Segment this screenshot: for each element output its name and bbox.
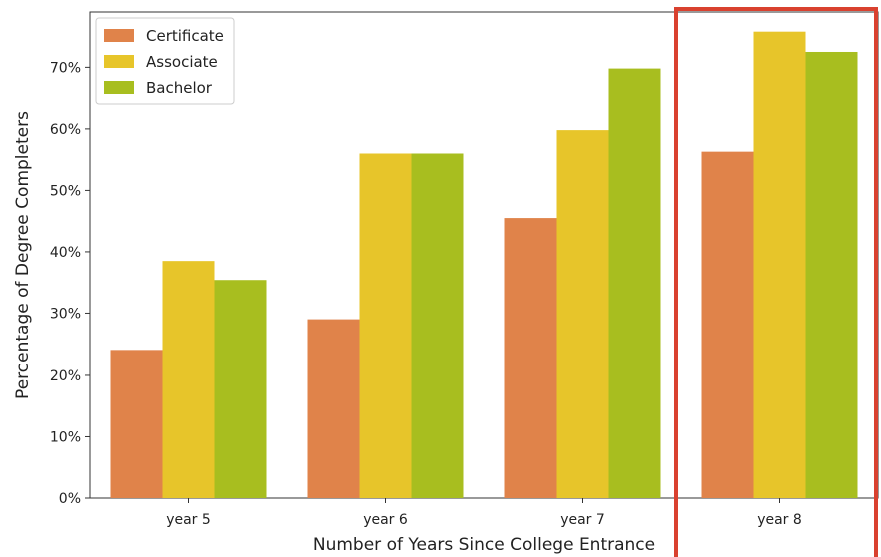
bar-bachelor-year-8: [805, 51, 858, 499]
bar-certificate-year-5: [110, 350, 163, 498]
y-tick-label: 60%: [50, 122, 81, 138]
plot-area: 0%10%20%30%40%50%60%70% year 5 year 6 year…: [50, 11, 879, 528]
year-8-highlight-box: [674, 7, 878, 557]
y-tick-label: 20%: [50, 368, 81, 384]
x-axis-label: Number of Years Since College Entrance: [313, 535, 655, 555]
y-axis-label: Percentage of Degree Completers: [13, 111, 33, 399]
bar-certificate-year-7: [504, 218, 557, 498]
x-tick-label: year 5: [166, 512, 211, 528]
bar-associate-year-7: [556, 130, 609, 498]
x-axis: year 5 year 6 year 7 year 8: [166, 498, 802, 528]
legend-label-associate: Associate: [146, 53, 218, 71]
y-tick-label: 70%: [50, 60, 81, 76]
x-tick-label: year 8: [757, 512, 802, 528]
y-tick-label: 10%: [50, 429, 81, 445]
bar-certificate-year-6: [307, 319, 360, 498]
bars: [110, 31, 858, 499]
legend-swatch-associate: [104, 55, 134, 68]
y-axis: 0% 10% 20% 30% 40% 50% 60% 70%: [50, 60, 90, 507]
bar-associate-year-8: [753, 31, 806, 499]
y-tick-label: 50%: [50, 183, 81, 199]
bar-bachelor-year-6: [411, 153, 464, 499]
legend-label-certificate: Certificate: [146, 27, 224, 45]
legend-swatch-bachelor: [104, 81, 134, 94]
bar-certificate-year-8: [701, 151, 754, 498]
x-tick-label: year 7: [560, 512, 605, 528]
bar-associate-year-6: [359, 153, 412, 499]
y-tick-label: 30%: [50, 306, 81, 322]
bar-bachelor-year-5: [214, 280, 267, 498]
x-tick-label: year 6: [363, 512, 408, 528]
y-tick-label: 0%: [59, 491, 81, 507]
bar-associate-year-5: [162, 261, 215, 498]
legend: Certificate Associate Bachelor: [95, 17, 235, 105]
y-tick-label: 40%: [50, 245, 81, 261]
bar-bachelor-year-7: [608, 68, 661, 498]
legend-label-bachelor: Bachelor: [146, 79, 213, 97]
legend-swatch-certificate: [104, 29, 134, 42]
